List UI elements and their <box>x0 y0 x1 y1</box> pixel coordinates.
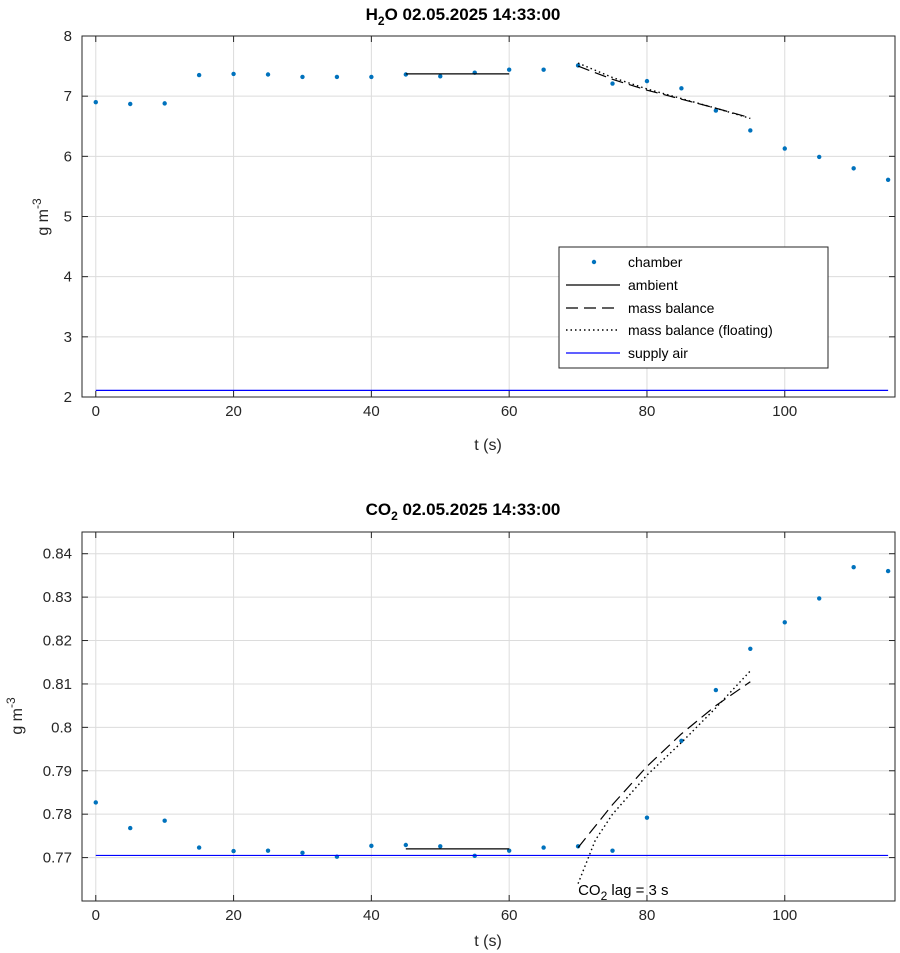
chamber-point <box>231 71 236 77</box>
y-tick-label: 6 <box>64 148 72 165</box>
co2-marks <box>93 564 891 884</box>
y-tick-label: 8 <box>64 28 72 45</box>
legend-marker-chamber <box>591 259 597 265</box>
y-tick-label: 3 <box>64 329 72 346</box>
chamber-point <box>610 848 615 853</box>
h2o-marks <box>93 62 891 391</box>
chamber-point <box>541 67 546 72</box>
co2-ticks: 0 20 40 60 80 100 0.77 0.78 0.79 0.8 0.81 0.82 0.83 0… <box>43 532 895 924</box>
y-tick-label: 7 <box>64 88 72 105</box>
chamber-point <box>575 844 581 849</box>
co2-title: CO2 02.05.2025 14:33:00 <box>366 500 561 523</box>
y-tick-label: 0.82 <box>43 633 72 650</box>
mass-balance-floating-line <box>577 670 751 884</box>
x-tick-label: 0 <box>92 403 100 420</box>
chamber-point <box>438 74 443 79</box>
y-tick-label: 0.81 <box>43 676 72 693</box>
chamber-point <box>162 101 167 106</box>
x-tick-label: 100 <box>772 403 797 420</box>
legend-label-chamber: chamber <box>628 254 683 270</box>
chamber-point <box>162 818 167 823</box>
y-tick-label: 2 <box>64 389 72 406</box>
chamber-point <box>300 850 305 856</box>
legend-label-mass-balance-floating: mass balance (floating) <box>628 322 773 338</box>
chamber-point <box>403 72 409 77</box>
chamber-point <box>782 620 787 625</box>
x-tick-label: 60 <box>501 403 518 420</box>
y-tick-label: 0.84 <box>43 546 72 563</box>
co2-grid <box>82 532 895 901</box>
chamber-point <box>679 738 684 744</box>
co2-plot-area <box>82 532 895 901</box>
x-tick-label: 80 <box>639 907 656 924</box>
h2o-panel: H2O 02.05.2025 14:33:00 0 20 40 60 80 100 2 3 4 5… <box>30 5 896 454</box>
chamber-point <box>885 568 891 574</box>
h2o-legend: chamber ambient mass balance mass balanc… <box>558 246 829 369</box>
chamber-point <box>506 67 512 72</box>
chamber-point <box>334 74 340 80</box>
x-tick-label: 20 <box>225 907 242 924</box>
chamber-point <box>817 154 822 160</box>
co2-xlabel: t (s) <box>474 933 502 950</box>
chamber-point <box>93 800 98 805</box>
chamber-point <box>265 848 271 853</box>
y-tick-label: 0.79 <box>43 763 72 780</box>
x-tick-label: 20 <box>225 403 242 420</box>
y-tick-label: 5 <box>64 209 72 226</box>
chamber-point <box>851 564 856 570</box>
chamber-point <box>128 101 133 107</box>
y-tick-label: 0.8 <box>51 719 72 736</box>
chamber-point <box>644 815 650 820</box>
x-tick-label: 40 <box>363 907 380 924</box>
h2o-ylabel: g m-3 <box>30 198 52 236</box>
chamber-point <box>644 78 650 84</box>
chamber-point <box>231 848 236 854</box>
co2-ylabel: g m-3 <box>4 697 26 735</box>
chamber-point <box>403 842 409 848</box>
y-tick-label: 0.78 <box>43 806 72 823</box>
legend-label-supply-air: supply air <box>628 345 688 361</box>
legend-label-ambient: ambient <box>628 277 678 293</box>
chamber-point <box>196 72 202 78</box>
chamber-point <box>610 81 615 86</box>
chamber-point <box>679 86 684 91</box>
chamber-point <box>885 177 891 182</box>
x-tick-label: 100 <box>772 907 797 924</box>
chamber-point <box>713 108 719 113</box>
legend-label-mass-balance: mass balance <box>628 300 715 316</box>
co2-panel: CO2 02.05.2025 14:33:00 0 20 40 60 80 100 0.77… <box>4 500 896 950</box>
chamber-point <box>748 646 753 651</box>
y-tick-label: 4 <box>64 269 72 286</box>
y-tick-label: 0.77 <box>43 850 72 867</box>
h2o-ticks: 0 20 40 60 80 100 2 3 4 5 6 7 8 <box>64 28 895 420</box>
chamber-point <box>748 128 753 133</box>
chamber-point <box>369 74 374 80</box>
co2-axes-box <box>81 531 896 902</box>
chamber-point <box>300 74 305 80</box>
x-tick-label: 60 <box>501 907 518 924</box>
chamber-point <box>541 845 546 850</box>
chamber-point <box>93 99 98 105</box>
h2o-xlabel: t (s) <box>474 437 502 454</box>
chamber-point <box>196 845 202 850</box>
co2-lag-annotation: CO2 lag = 3 s <box>578 882 668 903</box>
chamber-point <box>817 596 822 601</box>
chamber-point <box>782 146 787 151</box>
x-tick-label: 40 <box>363 403 380 420</box>
chamber-point <box>265 72 271 77</box>
x-tick-label: 0 <box>92 907 100 924</box>
x-tick-label: 80 <box>639 403 656 420</box>
mass-balance-line <box>577 65 751 119</box>
h2o-title: H2O 02.05.2025 14:33:00 <box>366 5 561 28</box>
chamber-point <box>713 687 719 693</box>
chamber-point <box>369 843 374 849</box>
chamber-point <box>128 825 133 831</box>
chamber-point <box>438 844 443 849</box>
chamber-point <box>506 848 512 853</box>
chamber-point <box>851 166 856 171</box>
y-tick-label: 0.83 <box>43 589 72 606</box>
